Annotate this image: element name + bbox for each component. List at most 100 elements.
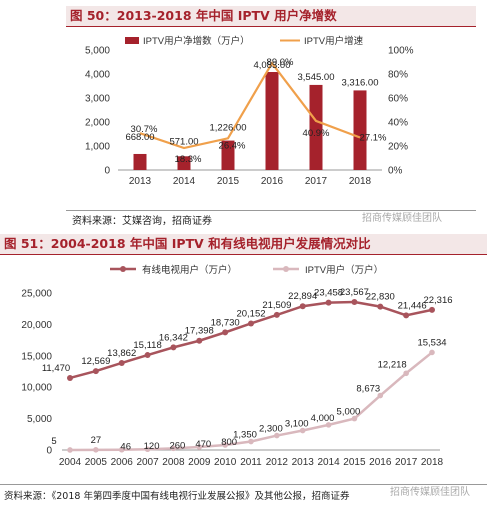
cable-point: [325, 299, 332, 306]
bar-value-label: 571.00: [169, 136, 198, 147]
x-tick-label: 2018: [421, 457, 444, 468]
y2-tick-label: 100%: [388, 46, 414, 57]
cable-value-label: 22,830: [366, 292, 395, 303]
bar-value-label: 3,545.00: [298, 72, 335, 83]
iptv-value-label: 15,534: [417, 337, 446, 348]
iptv-point: [222, 442, 228, 448]
iptv-point: [196, 444, 203, 450]
bar-value-label: 4,083.00: [254, 60, 291, 71]
y-tick-label: 25,000: [21, 289, 52, 300]
x-tick-label: 2017: [305, 176, 328, 187]
y-tick-label: 0: [104, 166, 110, 177]
iptv-value-label: 1,350: [233, 430, 257, 441]
iptv-point: [144, 446, 151, 453]
cable-point: [351, 298, 358, 305]
x-tick-label: 2012: [266, 457, 289, 468]
bar-value-label: 1,226.00: [210, 123, 247, 134]
iptv-value-label: 260: [169, 440, 185, 451]
bar: [221, 140, 235, 170]
bar: [265, 72, 279, 170]
x-tick-label: 2010: [214, 457, 237, 468]
iptv-value-label: 27: [91, 435, 102, 446]
figure1-watermark: 招商传媒顾佳团队: [362, 213, 442, 224]
cable-point: [67, 374, 73, 381]
cable-value-label: 21,509: [262, 300, 291, 311]
iptv-point: [351, 415, 358, 422]
iptv-point: [170, 445, 177, 452]
iptv-point: [403, 370, 409, 377]
iptv-point: [377, 392, 384, 399]
iptv-value-label: 470: [195, 439, 211, 450]
x-tick-label: 2013: [292, 457, 315, 468]
x-tick-label: 2016: [369, 457, 392, 468]
cable-value-label: 11,470: [42, 363, 70, 374]
cable-point: [403, 312, 410, 319]
growth-value-label: 18.3%: [175, 154, 202, 165]
x-tick-label: 2017: [395, 457, 418, 468]
figure2-watermark: 招商传媒顾佳团队: [390, 487, 470, 498]
figure2-chart: 有线电视用户（万户） IPTV用户（万户） 0 5,000 10,000 15,000 20…: [21, 264, 452, 468]
x-tick-label: 2011: [240, 457, 262, 468]
iptv-value-label: 5,000: [337, 407, 361, 418]
cable-point: [196, 337, 203, 344]
cable-value-label: 17,398: [185, 326, 214, 337]
y2-tick-label: 60%: [388, 94, 408, 105]
figure1-title: 图 50：2013-2018 年中国 IPTV 用户净增数: [66, 6, 476, 26]
iptv-point: [67, 447, 73, 453]
bar: [353, 90, 367, 170]
bar-value-label: 3,316.00: [342, 77, 379, 88]
x-tick-label: 2009: [188, 457, 211, 468]
figure1-title-rule: [66, 26, 476, 27]
legend-iptv-marker: [283, 266, 289, 272]
cable-value-label: 15,118: [133, 340, 161, 351]
cable-value-label: 23,458: [314, 288, 343, 299]
cable-value-label: 18,730: [211, 317, 240, 328]
cable-value-label: 20,152: [236, 308, 265, 319]
iptv-point: [274, 432, 280, 439]
bar: [133, 153, 147, 170]
y-tick-label: 4,000: [85, 70, 110, 81]
growth-line: [139, 61, 361, 150]
x-tick-label: 2018: [349, 176, 372, 187]
iptv-value-label: 4,000: [311, 413, 335, 424]
iptv-value-label: 12,218: [378, 359, 407, 370]
growth-value-label: 40.9%: [303, 128, 330, 139]
iptv-point: [429, 349, 435, 356]
figure2-title: 图 51：2004-2018 年中国 IPTV 和有线电视用户发展情况对比: [0, 234, 487, 254]
cable-point: [299, 303, 306, 310]
y-tick-label: 2,000: [85, 118, 110, 129]
bar: [177, 156, 191, 170]
y-tick-label: 20,000: [21, 320, 52, 331]
figure1-source-rule: [66, 210, 476, 211]
x-tick-label: 2006: [111, 457, 134, 468]
cable-value-label: 16,342: [159, 332, 188, 343]
y-tick-label: 5,000: [27, 414, 52, 425]
y-tick-label: 3,000: [85, 94, 110, 105]
growth-value-label: 30.7%: [131, 124, 158, 135]
cable-value-label: 21,446: [398, 300, 427, 311]
cable-point: [118, 359, 125, 366]
x-tick-label: 2015: [217, 176, 240, 187]
cable-point: [377, 303, 384, 310]
growth-value-label: 26.4%: [219, 140, 246, 151]
x-tick-label: 2014: [317, 457, 340, 468]
figure2-source-rule: [0, 484, 487, 485]
cable-value-label: 12,569: [81, 356, 110, 367]
cable-point: [429, 306, 435, 313]
iptv-point: [325, 422, 332, 428]
y2-tick-label: 80%: [388, 70, 408, 81]
legend-cable-marker: [120, 266, 126, 272]
figure1-source: 资料来源：艾媒咨询，招商证券: [72, 216, 212, 227]
y-tick-label: 0: [46, 446, 52, 457]
cable-point: [273, 311, 280, 318]
iptv-value-label: 800: [221, 437, 237, 448]
iptv-value-label: 5: [51, 436, 56, 447]
y2-tick-label: 40%: [388, 118, 408, 129]
x-tick-label: 2008: [162, 457, 185, 468]
iptv-point: [299, 427, 306, 434]
y-tick-label: 5,000: [85, 46, 110, 57]
cable-value-label: 13,862: [107, 348, 136, 359]
cable-value-label: 23,567: [340, 287, 369, 298]
iptv-point: [118, 446, 125, 453]
x-tick-label: 2014: [173, 176, 196, 187]
